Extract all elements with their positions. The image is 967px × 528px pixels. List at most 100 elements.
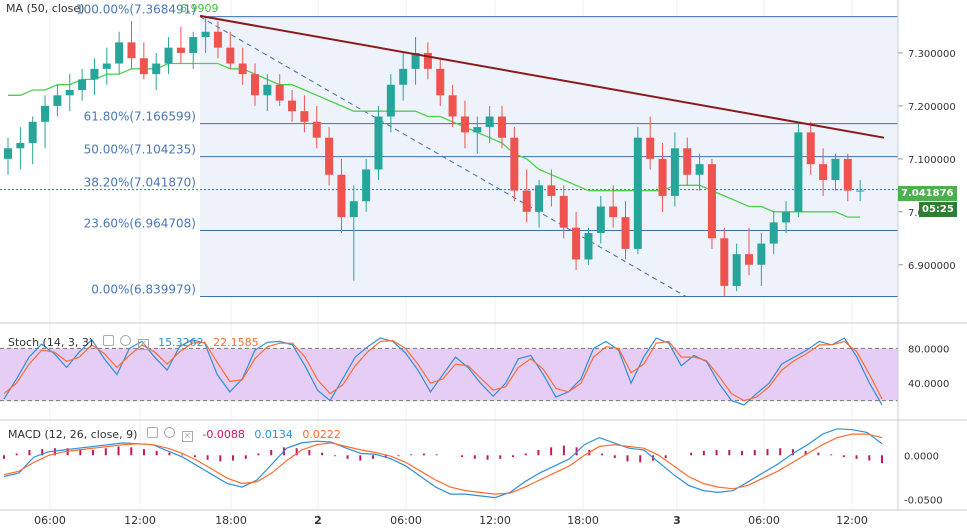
fib-level-label: 100.00%(7.368491) <box>76 3 196 17</box>
candle-body <box>288 100 297 112</box>
candle-body <box>102 63 111 69</box>
candle-body <box>41 105 50 122</box>
candle-body <box>522 190 531 212</box>
candle-body <box>189 37 198 53</box>
candle-body <box>547 185 556 196</box>
macd-legend[interactable]: MACD (12, 26, close, 9) × -0.0088 0.0134… <box>8 427 341 442</box>
eye-icon[interactable] <box>102 335 114 346</box>
ma-legend-value: 6.9909 <box>180 2 219 15</box>
candle-body <box>411 52 420 69</box>
ma-line <box>8 62 861 218</box>
candle-body <box>115 42 124 64</box>
fib-level-label: 23.60%(6.964708) <box>84 216 196 230</box>
candle-body <box>325 137 334 175</box>
candle-body <box>609 206 618 218</box>
time-tick-label: 18:00 <box>567 514 599 527</box>
candle-body <box>559 195 568 228</box>
close-icon[interactable]: × <box>137 339 149 350</box>
candle-body <box>695 164 704 175</box>
macd-tick-label: -0.0500 <box>904 495 943 506</box>
last-price-badge: 7.041876 <box>898 186 957 201</box>
stoch-legend[interactable]: Stoch (14, 3, 3) × 15.3262 22.1585 <box>8 335 259 350</box>
candle-body <box>139 58 148 75</box>
time-tick-label: 12:00 <box>479 514 511 527</box>
candle-body <box>127 42 136 59</box>
macd-pane <box>3 428 883 499</box>
candle-body <box>78 79 87 91</box>
macd-tick-label: 0.0000 <box>904 451 939 462</box>
stoch-d-value: 22.1585 <box>213 336 259 349</box>
candle-body <box>213 31 222 48</box>
macd-signal-line <box>3 433 883 495</box>
macd-legend-label: MACD (12, 26, close, 9) <box>8 428 138 441</box>
candle-body <box>423 52 432 69</box>
time-tick-label: 18:00 <box>215 514 247 527</box>
candle-body <box>498 116 506 138</box>
candle-body <box>843 158 852 191</box>
stoch-legend-label: Stoch (14, 3, 3) <box>8 336 94 349</box>
price-tick-label: 7.300000 <box>908 49 956 60</box>
close-icon[interactable]: × <box>181 431 193 442</box>
candle-body <box>757 243 766 265</box>
candle-body <box>596 206 605 233</box>
settings-icon[interactable] <box>120 335 132 346</box>
price-tick-label: 7.100000 <box>908 155 956 166</box>
ma-legend[interactable]: MA (50, close) <box>6 2 84 15</box>
time-tick-label: 3 <box>673 514 681 527</box>
candle-body <box>337 174 346 218</box>
price-tick-label: 6.900000 <box>908 261 956 272</box>
candle-body <box>436 68 445 96</box>
candle-body <box>152 63 161 75</box>
candle-body <box>510 137 519 191</box>
candle-body <box>633 137 642 249</box>
candle-body <box>448 95 457 117</box>
countdown-badge: 05:25 <box>919 202 957 217</box>
time-tick-label: 06:00 <box>748 514 780 527</box>
candle-body <box>535 185 544 212</box>
candle-body <box>300 111 309 122</box>
macd-signal-value: 0.0222 <box>302 428 341 441</box>
stoch-tick-label: 40.0000 <box>908 379 949 390</box>
time-tick-label: 06:00 <box>390 514 422 527</box>
candle-body <box>238 63 247 75</box>
candle-body <box>806 132 815 165</box>
candle-body <box>621 217 630 249</box>
candle-body <box>745 254 753 265</box>
time-tick-label: 2 <box>314 514 322 527</box>
candle-body <box>769 222 778 244</box>
stoch-band <box>0 348 898 401</box>
settings-icon[interactable] <box>164 427 176 438</box>
candle-body <box>732 254 741 286</box>
candle-body <box>856 190 865 192</box>
trendline[interactable] <box>199 14 885 139</box>
candle-body <box>4 148 12 159</box>
macd-hist-value: -0.0088 <box>202 428 245 441</box>
trendline-line <box>199 14 885 139</box>
candle-body <box>53 95 62 106</box>
candle-countdown: 05:25 <box>922 204 954 215</box>
eye-icon[interactable] <box>146 427 158 438</box>
candle-body <box>374 116 383 170</box>
candle-body <box>201 31 210 38</box>
price-tick-label: 7.200000 <box>908 102 956 113</box>
candle-body <box>16 142 25 149</box>
candle-body <box>670 148 679 196</box>
candle-body <box>263 84 272 96</box>
fib-level-label: 61.80%(7.166599) <box>84 110 196 124</box>
last-price: 7.041876 <box>901 188 954 199</box>
candle-body <box>584 232 593 260</box>
ma-legend-label: MA (50, close) <box>6 2 85 15</box>
candle-body <box>707 164 716 239</box>
candle-body <box>794 132 803 212</box>
candle-body <box>312 121 321 138</box>
candle-body <box>572 227 581 260</box>
candle-body <box>386 84 395 117</box>
candle-body <box>251 74 259 96</box>
time-tick-label: 12:00 <box>836 514 868 527</box>
fib-level-label: 38.20%(7.041870) <box>84 176 196 190</box>
fib-diagonal <box>199 16 687 297</box>
stoch-tick-label: 80.0000 <box>908 344 949 355</box>
candle-body <box>720 238 729 286</box>
ma50-line <box>8 62 861 218</box>
